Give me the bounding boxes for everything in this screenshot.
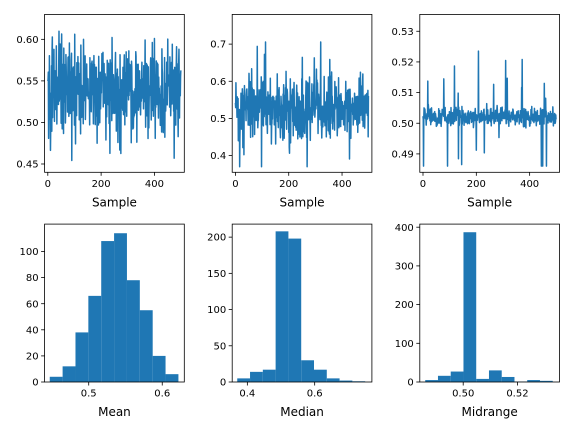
histogram-bar bbox=[425, 380, 438, 382]
x-tick-label: 400 bbox=[145, 179, 164, 190]
y-tick-label: 150 bbox=[207, 269, 226, 280]
y-tick-label: 0 bbox=[407, 378, 413, 389]
y-tick-label: 400 bbox=[395, 223, 414, 234]
x-axis-label: Sample bbox=[92, 195, 137, 209]
y-tick-label: 80 bbox=[26, 273, 39, 284]
y-tick-label: 0.55 bbox=[16, 76, 38, 87]
histogram-bar bbox=[450, 371, 464, 382]
histogram-bar bbox=[339, 380, 353, 382]
x-axis-label: Midrange bbox=[462, 405, 518, 419]
histogram-bar bbox=[501, 376, 515, 382]
y-tick-label: 0.45 bbox=[16, 160, 38, 171]
histogram-bar bbox=[262, 369, 276, 382]
histogram-bar bbox=[488, 370, 502, 382]
subplot-1: 0 200 400 0.45 0.50 0.55 0.60 Sample bbox=[16, 13, 185, 209]
series-line-3 bbox=[422, 50, 557, 167]
y-tick-label: 20 bbox=[26, 352, 39, 363]
x-axis-label: Median bbox=[280, 405, 324, 419]
y-tick-label: 0 bbox=[32, 378, 38, 389]
y-tick-label: 0.60 bbox=[16, 35, 38, 46]
x-tick-label: 0 bbox=[232, 179, 238, 190]
subplot-6: 0.50 0.52 0 100 200 300 400 Midrange bbox=[395, 223, 560, 419]
x-tick-label: 400 bbox=[520, 179, 539, 190]
y-tick-label: 0.7 bbox=[210, 40, 226, 51]
histogram-bar bbox=[75, 332, 89, 382]
axes-frame bbox=[231, 13, 373, 173]
x-tick-label: 0 bbox=[420, 179, 426, 190]
histogram-bar bbox=[237, 378, 251, 382]
axes-frame bbox=[231, 223, 373, 383]
histogram-bar bbox=[49, 376, 63, 382]
histogram-bar bbox=[314, 369, 327, 382]
subplot-3: 0 200 400 0.49 0.50 0.51 0.52 0.53 Sample bbox=[392, 13, 560, 209]
y-tick-label: 0.49 bbox=[392, 150, 414, 161]
x-tick-label: 0.52 bbox=[506, 389, 528, 400]
y-tick-label: 0.50 bbox=[16, 118, 38, 129]
histogram-bar bbox=[463, 232, 477, 382]
axes-frame bbox=[44, 13, 185, 173]
y-tick-label: 300 bbox=[395, 261, 414, 272]
x-tick-label: 0.5 bbox=[81, 389, 97, 400]
series-line-1 bbox=[47, 30, 182, 162]
x-tick-label: 0.6 bbox=[154, 389, 170, 400]
histogram-bar bbox=[301, 360, 314, 382]
histogram-bar bbox=[62, 366, 76, 382]
histogram-bar bbox=[437, 375, 451, 382]
x-tick-label: 200 bbox=[279, 179, 298, 190]
y-tick-label: 0.52 bbox=[392, 58, 414, 69]
y-tick-label: 0.50 bbox=[392, 119, 414, 130]
histogram-bar bbox=[165, 374, 179, 382]
y-tick-label: 0 bbox=[220, 378, 226, 389]
y-tick-label: 100 bbox=[207, 305, 226, 316]
x-axis-label: Mean bbox=[98, 405, 131, 419]
y-tick-label: 0.6 bbox=[210, 77, 226, 88]
histogram-bar bbox=[527, 380, 540, 382]
y-tick-label: 0.4 bbox=[210, 151, 226, 162]
x-axis-label: Sample bbox=[467, 195, 512, 209]
histogram-bar bbox=[476, 378, 489, 382]
axes-frame bbox=[419, 223, 560, 383]
y-tick-label: 50 bbox=[213, 341, 226, 352]
axes-frame bbox=[44, 223, 185, 383]
x-tick-label: 400 bbox=[332, 179, 351, 190]
y-tick-label: 0.5 bbox=[210, 114, 226, 125]
x-tick-label: 0.4 bbox=[239, 389, 255, 400]
y-tick-label: 60 bbox=[26, 299, 39, 310]
y-tick-label: 100 bbox=[395, 339, 414, 350]
y-tick-label: 40 bbox=[26, 325, 39, 336]
series-line-2 bbox=[234, 41, 370, 168]
subplot-5: 0.4 0.6 0 50 100 150 200 Median bbox=[207, 223, 373, 419]
subplot-4: 0.5 0.6 0 20 40 60 80 100 Mean bbox=[20, 223, 185, 419]
x-tick-label: 200 bbox=[92, 179, 111, 190]
y-tick-label: 0.51 bbox=[392, 88, 414, 99]
x-tick-label: 200 bbox=[467, 179, 486, 190]
histogram-bar bbox=[114, 233, 127, 382]
histogram-bar bbox=[152, 355, 166, 382]
y-tick-label: 100 bbox=[20, 247, 39, 258]
histogram-bar bbox=[326, 378, 340, 382]
histogram-bar bbox=[275, 231, 289, 382]
subplot-2: 0 200 400 0.4 0.5 0.6 0.7 Sample bbox=[210, 13, 373, 209]
x-tick-label: 0 bbox=[45, 179, 51, 190]
axes-frame bbox=[419, 13, 560, 173]
histogram-bar bbox=[88, 295, 102, 382]
y-tick-label: 0.53 bbox=[392, 27, 414, 38]
histogram-bar bbox=[539, 380, 553, 382]
x-tick-label: 0.50 bbox=[452, 389, 474, 400]
x-axis-label: Sample bbox=[280, 195, 325, 209]
y-tick-label: 200 bbox=[207, 233, 226, 244]
histogram-bar bbox=[288, 238, 302, 382]
histogram-bar bbox=[126, 280, 140, 382]
histogram-bar bbox=[101, 241, 115, 382]
histogram-bar bbox=[139, 310, 153, 382]
histogram-bar bbox=[250, 371, 263, 382]
x-tick-label: 0.6 bbox=[307, 389, 323, 400]
y-tick-label: 200 bbox=[395, 300, 414, 311]
